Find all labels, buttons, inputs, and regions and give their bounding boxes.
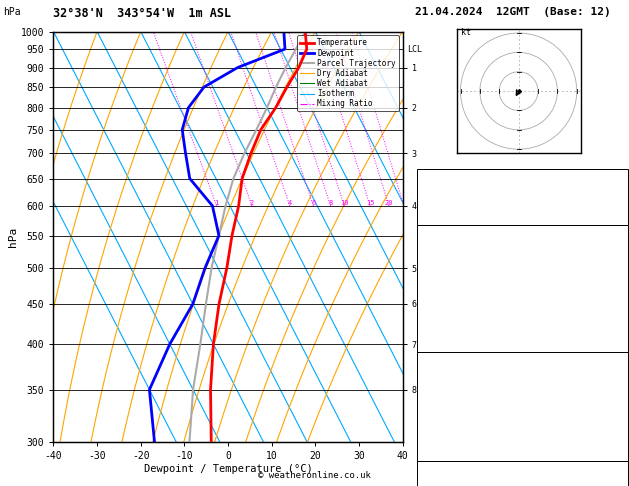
Text: 2: 2 bbox=[620, 338, 625, 347]
Text: 15: 15 bbox=[366, 200, 374, 206]
Text: Lifted Index: Lifted Index bbox=[420, 301, 484, 310]
Y-axis label: hPa: hPa bbox=[8, 227, 18, 247]
Text: CAPE (J): CAPE (J) bbox=[420, 319, 462, 328]
Text: Hodograph: Hodograph bbox=[498, 465, 547, 474]
Text: Dewp (°C): Dewp (°C) bbox=[420, 264, 468, 273]
Text: 315: 315 bbox=[609, 282, 625, 291]
Text: Mixing Ratio (g/kg): Mixing Ratio (g/kg) bbox=[475, 190, 484, 284]
Text: LCL: LCL bbox=[407, 45, 421, 53]
Text: 32°38'N  343°54'W  1m ASL: 32°38'N 343°54'W 1m ASL bbox=[53, 7, 231, 20]
Text: 21.04.2024  12GMT  (Base: 12): 21.04.2024 12GMT (Base: 12) bbox=[415, 7, 611, 17]
Text: 2: 2 bbox=[250, 200, 254, 206]
Text: 4: 4 bbox=[287, 200, 292, 206]
Text: θε (K): θε (K) bbox=[420, 391, 452, 400]
Text: CAPE (J): CAPE (J) bbox=[420, 428, 462, 437]
Text: θε(K): θε(K) bbox=[420, 282, 447, 291]
Text: K: K bbox=[420, 174, 425, 183]
Text: 7: 7 bbox=[620, 301, 625, 310]
Text: © weatheronline.co.uk: © weatheronline.co.uk bbox=[258, 471, 371, 480]
Text: 2: 2 bbox=[620, 447, 625, 455]
Text: Surface: Surface bbox=[504, 228, 541, 237]
Text: 1: 1 bbox=[620, 319, 625, 328]
Text: 1.6: 1.6 bbox=[609, 211, 625, 220]
Text: 6: 6 bbox=[311, 200, 316, 206]
Text: 1: 1 bbox=[620, 428, 625, 437]
Text: 17.7: 17.7 bbox=[604, 245, 625, 254]
Text: 315: 315 bbox=[609, 391, 625, 400]
Text: CIN (J): CIN (J) bbox=[420, 338, 457, 347]
Text: 33: 33 bbox=[615, 192, 625, 201]
Text: Totals Totals: Totals Totals bbox=[420, 192, 489, 201]
Text: EH: EH bbox=[420, 482, 430, 486]
Text: hPa: hPa bbox=[3, 7, 21, 17]
Text: kt: kt bbox=[460, 28, 470, 37]
Text: 1: 1 bbox=[214, 200, 219, 206]
Legend: Temperature, Dewpoint, Parcel Trajectory, Dry Adiabat, Wet Adiabat, Isotherm, Mi: Temperature, Dewpoint, Parcel Trajectory… bbox=[297, 35, 399, 111]
Y-axis label: km
ASL: km ASL bbox=[426, 227, 441, 246]
Text: 10: 10 bbox=[340, 200, 348, 206]
Text: PW (cm): PW (cm) bbox=[420, 211, 457, 220]
Text: 7: 7 bbox=[620, 410, 625, 418]
Text: Lifted Index: Lifted Index bbox=[420, 410, 484, 418]
Text: -8: -8 bbox=[615, 174, 625, 183]
Text: 20: 20 bbox=[385, 200, 393, 206]
Text: Most Unstable: Most Unstable bbox=[487, 356, 557, 365]
Text: CIN (J): CIN (J) bbox=[420, 447, 457, 455]
Text: 1015: 1015 bbox=[604, 373, 625, 382]
Text: Pressure (mb): Pressure (mb) bbox=[420, 373, 489, 382]
Text: -4: -4 bbox=[615, 482, 625, 486]
Text: 8: 8 bbox=[328, 200, 333, 206]
Text: Temp (°C): Temp (°C) bbox=[420, 245, 468, 254]
X-axis label: Dewpoint / Temperature (°C): Dewpoint / Temperature (°C) bbox=[143, 464, 313, 474]
Text: 12.8: 12.8 bbox=[604, 264, 625, 273]
